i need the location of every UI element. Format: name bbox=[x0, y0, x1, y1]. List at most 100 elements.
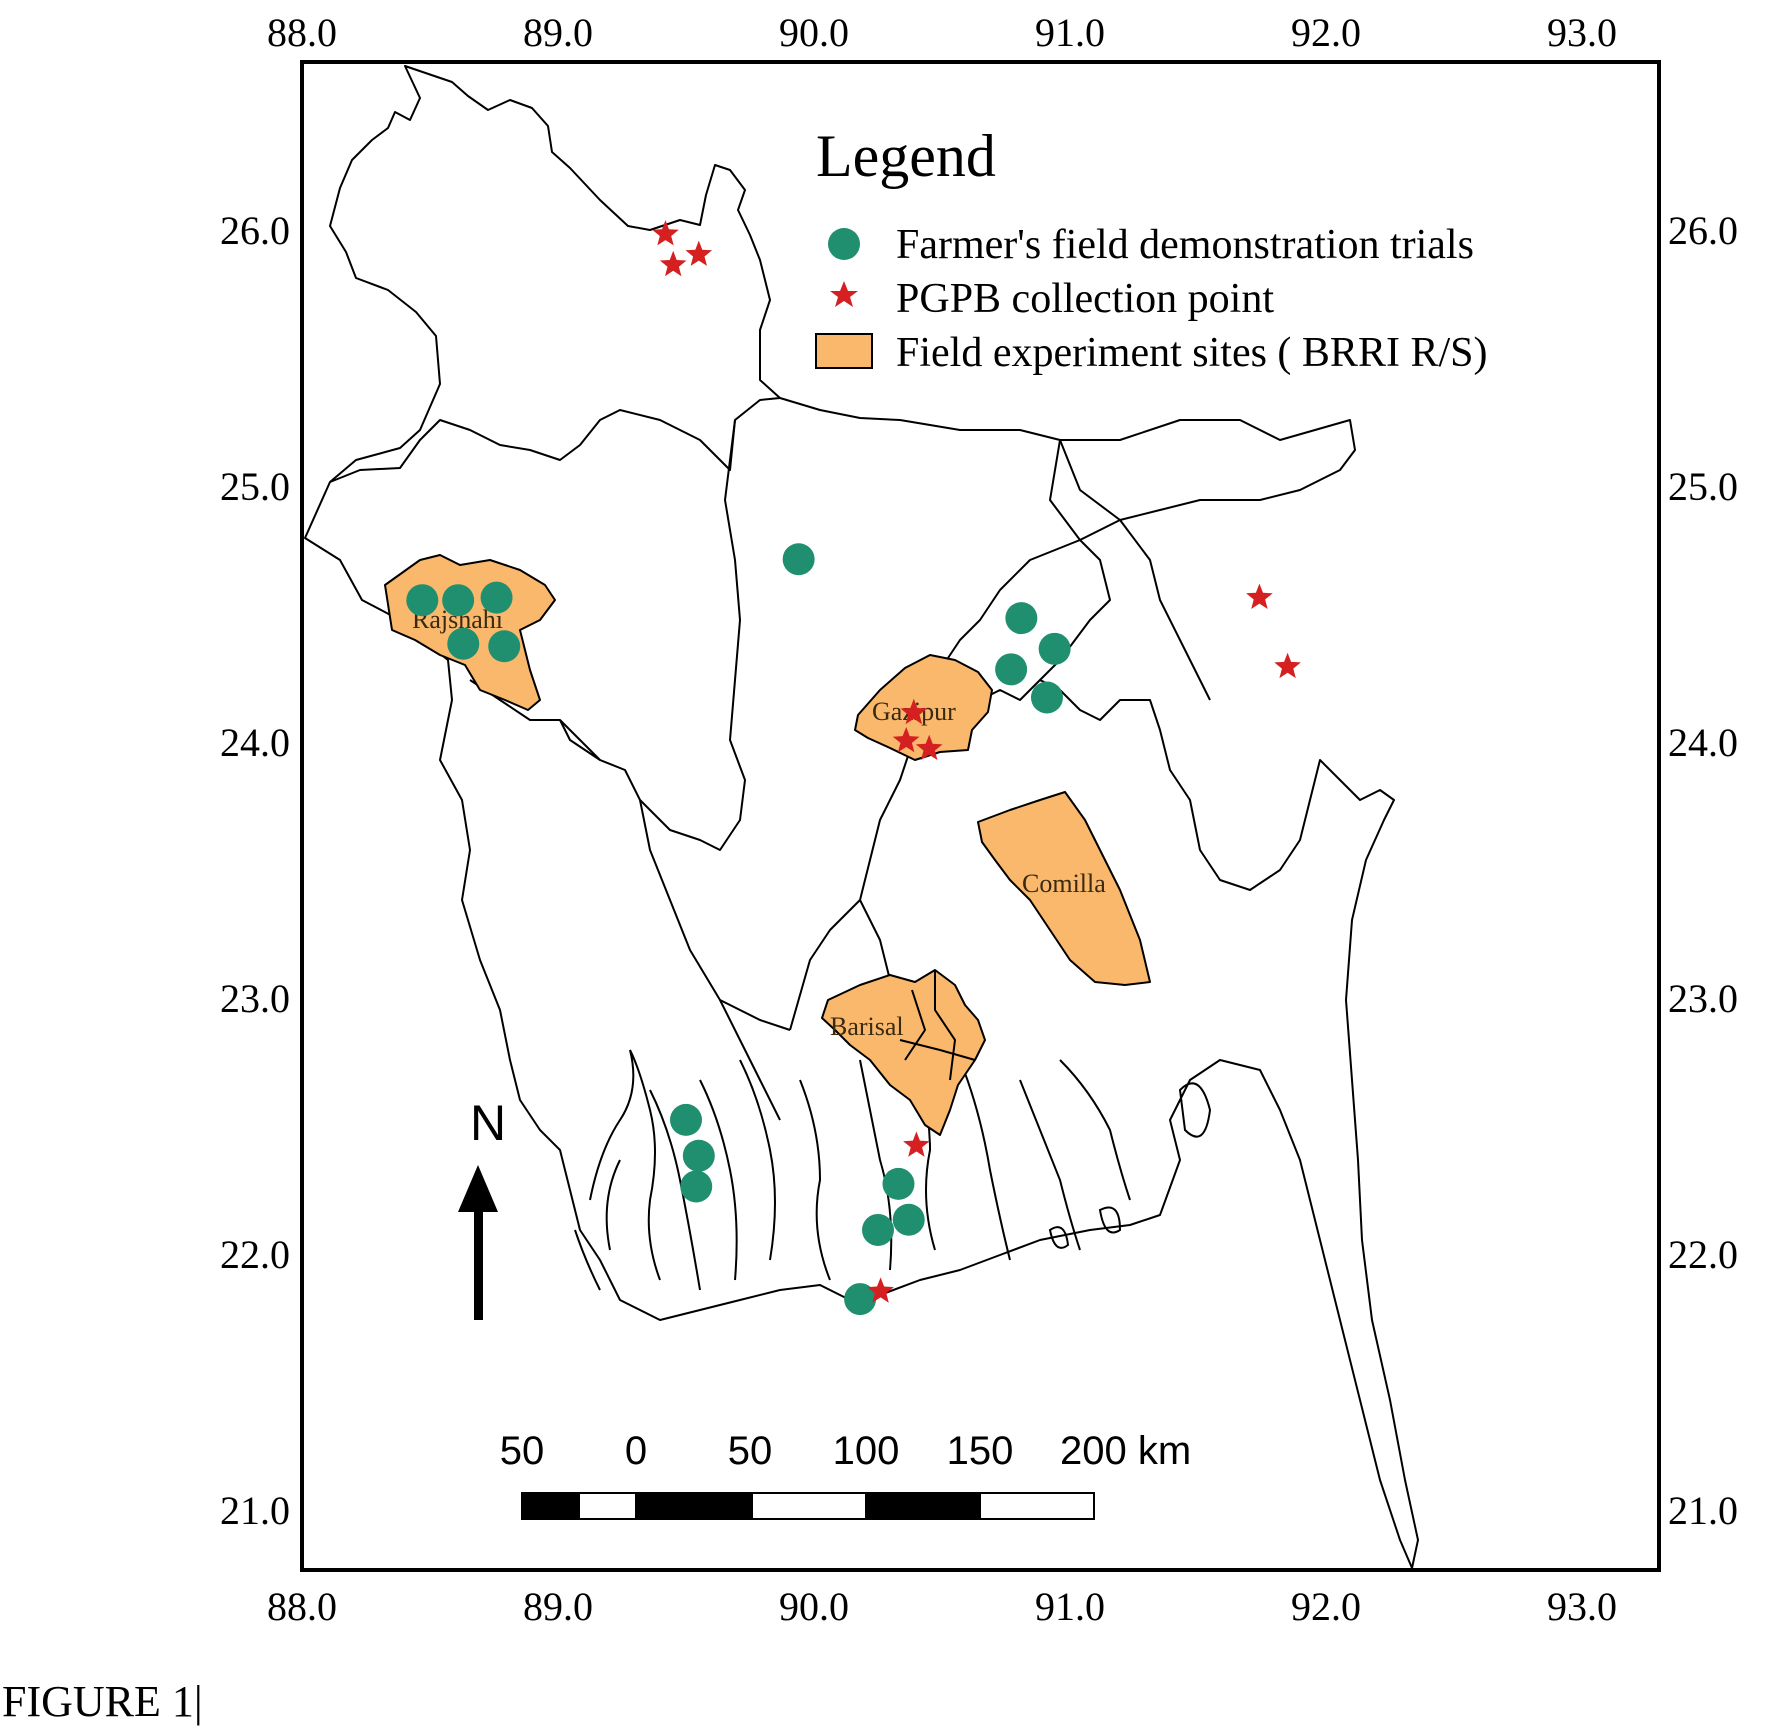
x-tick-top: 91.0 bbox=[1035, 10, 1105, 55]
y-tick-right: 24.0 bbox=[1668, 720, 1738, 765]
demonstration-trial-point bbox=[480, 581, 513, 614]
subdivision-line bbox=[934, 970, 957, 1081]
delta-island bbox=[1048, 1226, 1070, 1249]
pgpb-collection-point bbox=[867, 1277, 894, 1303]
division-boundary bbox=[719, 999, 781, 1121]
north-arrow-icon bbox=[458, 1165, 498, 1212]
division-boundary bbox=[559, 419, 746, 851]
legend-label-trials: Farmer's field demonstration trials bbox=[896, 222, 1474, 268]
delta-channel bbox=[574, 1229, 601, 1291]
x-tick-bottom: 93.0 bbox=[1547, 1584, 1617, 1629]
delta-island bbox=[1098, 1206, 1122, 1234]
scale-label: 100 bbox=[833, 1429, 900, 1473]
demonstration-trial-point bbox=[892, 1203, 925, 1236]
y-tick-left: 22.0 bbox=[220, 1232, 290, 1277]
legend-title: Legend bbox=[816, 123, 996, 189]
delta-channel bbox=[799, 1079, 831, 1281]
scale-segment bbox=[635, 1492, 753, 1520]
demonstration-trial-point bbox=[670, 1103, 702, 1136]
y-tick-right: 26.0 bbox=[1668, 208, 1738, 253]
demonstration-trial-point bbox=[447, 627, 480, 660]
pgpb-collection-point bbox=[915, 734, 943, 760]
subdivision-line bbox=[899, 1039, 976, 1061]
top-axis: 88.0 89.0 90.0 91.0 92.0 93.0 bbox=[267, 10, 1617, 55]
y-tick-right: 22.0 bbox=[1668, 1232, 1738, 1277]
division-boundary bbox=[1059, 439, 1211, 701]
delta-channel bbox=[699, 1079, 738, 1281]
delta-coastline bbox=[574, 1039, 1212, 1291]
scale-segment bbox=[979, 1492, 1095, 1520]
site-label-comilla: Comilla bbox=[1022, 869, 1106, 898]
barisal-subdivisions bbox=[899, 970, 976, 1081]
x-tick-bottom: 91.0 bbox=[1035, 1584, 1105, 1629]
pgpb-collection-point bbox=[685, 240, 713, 266]
demonstration-trial-point bbox=[862, 1213, 894, 1246]
pgpb-collection-point bbox=[903, 1131, 930, 1157]
y-tick-left: 23.0 bbox=[220, 976, 290, 1021]
x-tick-top: 92.0 bbox=[1291, 10, 1361, 55]
scale-label: 50 bbox=[728, 1429, 773, 1473]
scale-label: 0 bbox=[625, 1429, 647, 1473]
gazipur-site bbox=[854, 654, 993, 761]
delta-island bbox=[1178, 1082, 1212, 1138]
pgpb-collection-point bbox=[892, 727, 920, 753]
pgpb-collection-point bbox=[652, 220, 679, 246]
scale-bar: 50 0 50 100 150 200 km bbox=[500, 1429, 1191, 1520]
demonstration-trial-point bbox=[680, 1170, 713, 1203]
demonstration-trial-point bbox=[1005, 602, 1038, 635]
north-label: N bbox=[470, 1095, 506, 1151]
demonstration-trial-point bbox=[995, 653, 1028, 686]
legend-label-sites: Field experiment sites ( BRRI R/S) bbox=[896, 330, 1487, 376]
pgpb-collection-point bbox=[900, 698, 928, 725]
delta-channel bbox=[649, 1089, 701, 1291]
legend-label-pgpb: PGPB collection point bbox=[896, 276, 1274, 322]
legend-circle-icon bbox=[828, 228, 860, 260]
demonstration-trial-points bbox=[406, 543, 1071, 1316]
y-tick-right: 21.0 bbox=[1668, 1488, 1738, 1533]
left-axis: 26.0 25.0 24.0 23.0 22.0 21.0 bbox=[220, 208, 290, 1533]
demonstration-trial-point bbox=[882, 1167, 915, 1200]
scale-segment bbox=[865, 1492, 981, 1520]
figure-caption: FIGURE 1| bbox=[2, 1677, 203, 1726]
scale-label: 200 km bbox=[1060, 1429, 1191, 1473]
pgpb-collection-points bbox=[652, 220, 1301, 1303]
y-tick-left: 24.0 bbox=[220, 720, 290, 765]
demonstration-trial-point bbox=[488, 630, 521, 663]
scale-segment bbox=[578, 1492, 637, 1520]
x-tick-bottom: 92.0 bbox=[1291, 1584, 1361, 1629]
comilla-site bbox=[977, 791, 1151, 986]
pgpb-collection-point bbox=[659, 250, 687, 277]
x-tick-bottom: 89.0 bbox=[523, 1584, 593, 1629]
barisal-site bbox=[821, 969, 986, 1136]
y-tick-left: 25.0 bbox=[220, 464, 290, 509]
scale-segment bbox=[751, 1492, 867, 1520]
delta-channel bbox=[605, 1159, 621, 1251]
legend-star-icon bbox=[830, 281, 858, 307]
demonstration-trial-point bbox=[782, 543, 815, 576]
scale-label: 50 bbox=[500, 1429, 545, 1473]
scale-label: 150 bbox=[947, 1429, 1014, 1473]
delta-channel bbox=[589, 1049, 661, 1281]
demonstration-trial-point bbox=[844, 1283, 877, 1316]
pgpb-collection-point bbox=[1274, 652, 1301, 679]
x-tick-bottom: 88.0 bbox=[267, 1584, 337, 1629]
y-tick-right: 23.0 bbox=[1668, 976, 1738, 1021]
demonstration-trial-point bbox=[1030, 681, 1063, 714]
x-tick-top: 89.0 bbox=[523, 10, 593, 55]
north-arrow-shaft bbox=[474, 1200, 483, 1320]
division-boundary bbox=[639, 799, 791, 1031]
pgpb-collection-point bbox=[1246, 583, 1273, 609]
right-axis: 26.0 25.0 24.0 23.0 22.0 21.0 bbox=[1668, 208, 1738, 1533]
x-tick-top: 93.0 bbox=[1547, 10, 1617, 55]
y-tick-left: 21.0 bbox=[220, 1488, 290, 1533]
site-label-barisal: Barisal bbox=[830, 1012, 904, 1041]
x-tick-top: 88.0 bbox=[267, 10, 337, 55]
delta-channel bbox=[1059, 1059, 1131, 1201]
division-boundary bbox=[789, 899, 861, 1031]
legend-polygon-icon bbox=[815, 333, 873, 369]
demonstration-trial-point bbox=[1038, 632, 1071, 665]
north-arrow: N bbox=[458, 1095, 506, 1320]
y-tick-right: 25.0 bbox=[1668, 464, 1738, 509]
demonstration-trial-point bbox=[406, 584, 439, 617]
